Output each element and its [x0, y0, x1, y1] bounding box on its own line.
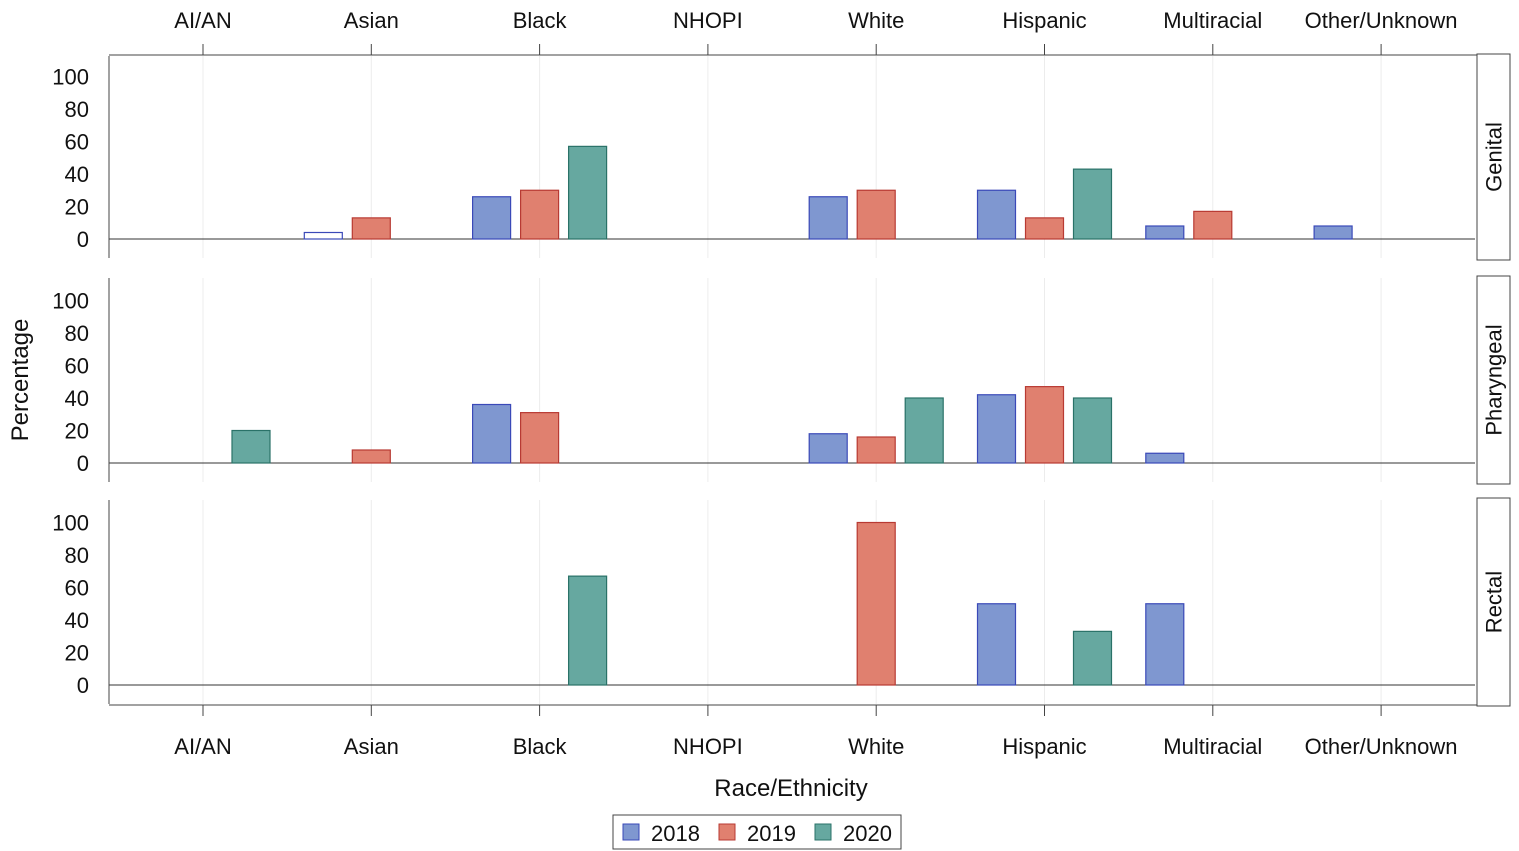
- y-tick-label: 100: [52, 511, 89, 536]
- bar-genital-2018-7: [1313, 225, 1353, 240]
- bar-genital-2019-4: [856, 189, 896, 240]
- y-tick-label: 0: [77, 227, 89, 252]
- bar-rectal-2020-2: [567, 575, 608, 686]
- legend-label-2020: 2020: [843, 821, 892, 846]
- facet-strip: [1476, 275, 1511, 485]
- panels-layer: 0 20 40 60 80 100 Genital 0 20 40 60 80 100 Pharyngea…: [52, 53, 1511, 707]
- x-tick-label-top: Hispanic: [1002, 8, 1086, 33]
- panel-genital: 0 20 40 60 80 100 Genital: [52, 53, 1511, 261]
- legend-box: [612, 814, 902, 850]
- legend-swatch-2018: [622, 823, 640, 841]
- bar-rectal-2019-4: [856, 521, 896, 686]
- y-tick-label: 40: [65, 162, 89, 187]
- x-tick-label-top: Multiracial: [1163, 8, 1262, 33]
- x-tick-label-top: NHOPI: [673, 8, 743, 33]
- legend-swatch-2020: [814, 823, 832, 841]
- bar-rectal-2018-5: [976, 603, 1017, 686]
- bar-genital-2018-5: [976, 189, 1017, 240]
- bar-pharyngeal-2018-6: [1145, 452, 1185, 464]
- x-tick-label-bottom: White: [848, 734, 904, 759]
- x-tick-label-bottom: NHOPI: [673, 734, 743, 759]
- bar-genital-2020-2: [567, 145, 608, 240]
- facet-label-pharyngeal: Pharyngeal: [1482, 324, 1507, 435]
- x-tick-label-top: Other/Unknown: [1305, 8, 1458, 33]
- axes-layer: AI/AN AI/AN Asian Asian Black Black NHOPI NHOPI…: [109, 8, 1477, 759]
- bar-genital-2018-2: [472, 196, 512, 240]
- y-tick-label: 60: [65, 354, 89, 379]
- x-tick-label-top: White: [848, 8, 904, 33]
- y-tick-label: 20: [65, 641, 89, 666]
- bar-genital-2018-1: [303, 231, 343, 240]
- legend-swatch-2019: [718, 823, 736, 841]
- bar-genital-2019-5: [1024, 217, 1065, 240]
- bar-pharyngeal-2019-4: [856, 436, 896, 464]
- y-tick-label: 20: [65, 195, 89, 220]
- bar-genital-2019-2: [519, 189, 560, 240]
- facet-strip: [1476, 497, 1511, 707]
- bar-pharyngeal-2020-5: [1072, 397, 1113, 464]
- x-tick-label-top: AI/AN: [174, 8, 231, 33]
- y-tick-label: 0: [77, 451, 89, 476]
- bar-genital-2018-4: [808, 196, 848, 240]
- facet-label-rectal: Rectal: [1482, 571, 1507, 633]
- bar-pharyngeal-2018-2: [472, 403, 512, 464]
- facet-strip: [1476, 53, 1511, 261]
- bar-pharyngeal-2019-2: [519, 412, 560, 464]
- legend: 2018 2019 2020: [612, 814, 902, 850]
- x-tick-label-bottom: Black: [513, 734, 568, 759]
- bar-pharyngeal-2018-4: [808, 433, 848, 464]
- bar-pharyngeal-2020-0: [231, 429, 271, 464]
- y-tick-label: 60: [65, 130, 89, 155]
- y-tick-label: 0: [77, 673, 89, 698]
- y-tick-label: 80: [65, 321, 89, 346]
- x-tick-label-bottom: Hispanic: [1002, 734, 1086, 759]
- legend-label-2019: 2019: [747, 821, 796, 846]
- y-tick-label: 40: [65, 386, 89, 411]
- y-tick-label: 80: [65, 97, 89, 122]
- bar-pharyngeal-2020-4: [904, 397, 944, 464]
- bar-rectal-2018-6: [1145, 603, 1185, 686]
- legend-label-2018: 2018: [651, 821, 700, 846]
- y-tick-label: 100: [52, 289, 89, 314]
- y-tick-label: 40: [65, 608, 89, 633]
- x-tick-label-bottom: AI/AN: [174, 734, 231, 759]
- bar-rectal-2020-5: [1072, 630, 1113, 686]
- bar-genital-2020-5: [1072, 168, 1113, 240]
- x-tick-label-bottom: Asian: [344, 734, 399, 759]
- facet-label-genital: Genital: [1482, 122, 1507, 192]
- y-tick-label: 100: [52, 65, 89, 90]
- x-tick-label-top: Asian: [344, 8, 399, 33]
- y-tick-label: 80: [65, 543, 89, 568]
- y-tick-label: 60: [65, 576, 89, 601]
- bar-genital-2019-1: [351, 217, 391, 240]
- bar-pharyngeal-2019-5: [1024, 386, 1065, 464]
- panel-pharyngeal: 0 20 40 60 80 100 Pharyngeal: [52, 275, 1511, 485]
- y-axis-title: Percentage: [7, 319, 34, 442]
- x-axis-title: Race/Ethnicity: [714, 775, 867, 802]
- bar-pharyngeal-2019-1: [351, 449, 391, 464]
- bar-genital-2019-6: [1193, 210, 1233, 240]
- bar-pharyngeal-2018-5: [976, 394, 1017, 464]
- x-tick-label-bottom: Multiracial: [1163, 734, 1262, 759]
- x-tick-label-top: Black: [513, 8, 568, 33]
- panel-rectal: 0 20 40 60 80 100 Rectal: [52, 497, 1511, 707]
- x-tick-label-bottom: Other/Unknown: [1305, 734, 1458, 759]
- bar-genital-2018-6: [1145, 225, 1185, 240]
- y-tick-label: 20: [65, 419, 89, 444]
